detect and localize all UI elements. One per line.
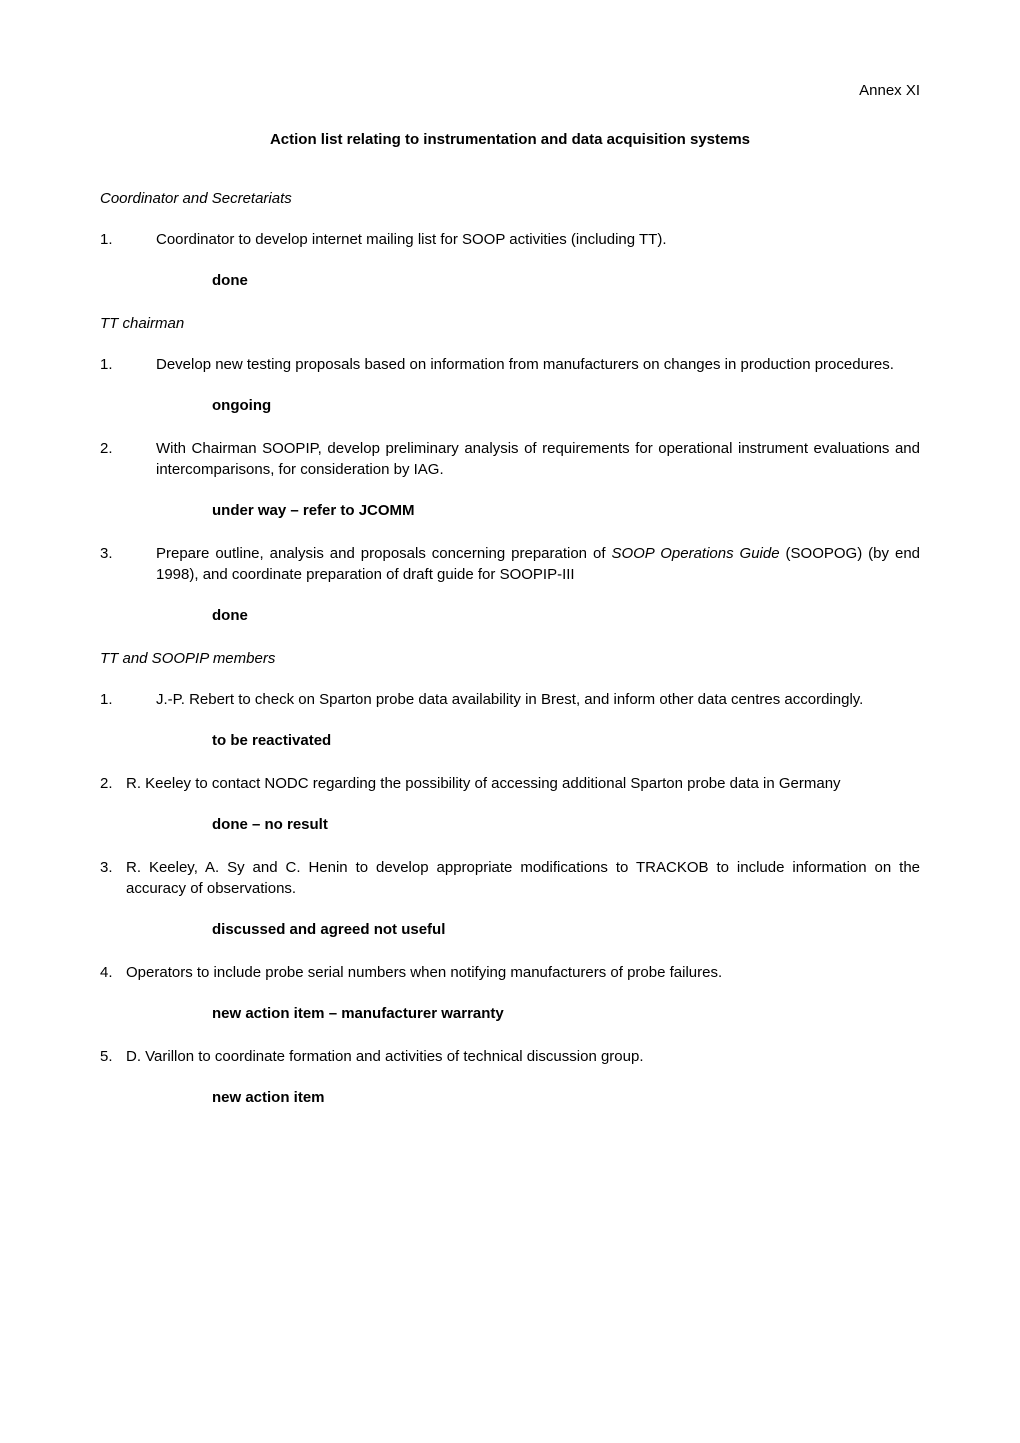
section-heading-coordinator: Coordinator and Secretariats (100, 188, 920, 209)
item-text: With Chairman SOOPIP, develop preliminar… (156, 438, 920, 480)
section-heading-tt-soopip: TT and SOOPIP members (100, 648, 920, 669)
page-title: Action list relating to instrumentation … (100, 129, 920, 150)
list-item: 5. D. Varillon to coordinate formation a… (100, 1046, 920, 1067)
item-text-italic: SOOP Operations Guide (611, 545, 779, 562)
item-number: 2. (100, 438, 156, 480)
status-label: new action item – manufacturer warranty (212, 1003, 920, 1024)
item-number: 1. (100, 354, 156, 375)
status-label: to be reactivated (212, 730, 920, 751)
section-heading-tt-chairman: TT chairman (100, 313, 920, 334)
list-item: 1. Develop new testing proposals based o… (100, 354, 920, 375)
status-label: done – no result (212, 814, 920, 835)
item-number: 3. (100, 857, 126, 899)
item-text-pre: Prepare outline, analysis and proposals … (156, 545, 611, 562)
item-number: 5. (100, 1046, 126, 1067)
list-item: 4. Operators to include probe serial num… (100, 962, 920, 983)
item-text: R. Keeley to contact NODC regarding the … (126, 773, 920, 794)
item-text: Prepare outline, analysis and proposals … (156, 543, 920, 585)
list-item: 1. J.-P. Rebert to check on Sparton prob… (100, 689, 920, 710)
item-number: 3. (100, 543, 156, 585)
item-text: R. Keeley, A. Sy and C. Henin to develop… (126, 857, 920, 899)
item-number: 2. (100, 773, 126, 794)
list-item: 2. With Chairman SOOPIP, develop prelimi… (100, 438, 920, 480)
item-text: J.-P. Rebert to check on Sparton probe d… (156, 689, 920, 710)
status-label: ongoing (212, 395, 920, 416)
annex-label: Annex XI (100, 80, 920, 101)
item-text: D. Varillon to coordinate formation and … (126, 1046, 920, 1067)
item-number: 4. (100, 962, 126, 983)
item-text: Develop new testing proposals based on i… (156, 354, 920, 375)
list-item: 1. Coordinator to develop internet maili… (100, 229, 920, 250)
item-text: Coordinator to develop internet mailing … (156, 229, 920, 250)
status-label: done (212, 270, 920, 291)
status-label: under way – refer to JCOMM (212, 500, 920, 521)
list-item: 3. Prepare outline, analysis and proposa… (100, 543, 920, 585)
status-label: new action item (212, 1087, 920, 1108)
item-number: 1. (100, 689, 156, 710)
list-item: 2. R. Keeley to contact NODC regarding t… (100, 773, 920, 794)
status-label: discussed and agreed not useful (212, 919, 920, 940)
item-text: Operators to include probe serial number… (126, 962, 920, 983)
list-item: 3. R. Keeley, A. Sy and C. Henin to deve… (100, 857, 920, 899)
item-number: 1. (100, 229, 156, 250)
status-label: done (212, 605, 920, 626)
